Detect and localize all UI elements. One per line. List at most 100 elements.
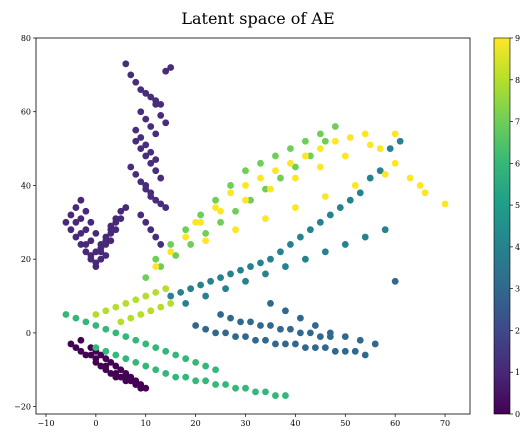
data-point bbox=[316, 218, 324, 226]
data-point bbox=[162, 370, 170, 377]
data-point bbox=[112, 218, 120, 226]
data-point bbox=[152, 255, 160, 263]
x-tick-label: 60 bbox=[390, 419, 400, 428]
data-point bbox=[257, 174, 264, 182]
data-point bbox=[242, 167, 249, 175]
data-point bbox=[112, 329, 120, 337]
data-point bbox=[331, 137, 339, 145]
data-point bbox=[277, 325, 284, 333]
data-point bbox=[197, 211, 205, 219]
data-point bbox=[316, 333, 324, 340]
data-point bbox=[272, 152, 279, 160]
data-point bbox=[82, 248, 90, 256]
data-point bbox=[82, 351, 90, 359]
data-point bbox=[257, 322, 264, 329]
data-point bbox=[242, 384, 249, 392]
data-point bbox=[262, 215, 269, 223]
data-point bbox=[157, 303, 165, 311]
data-point bbox=[237, 266, 244, 274]
data-point bbox=[117, 318, 125, 326]
data-point bbox=[102, 233, 110, 241]
data-point bbox=[227, 182, 234, 189]
data-point bbox=[97, 351, 105, 359]
data-point bbox=[102, 347, 110, 355]
data-point bbox=[142, 340, 150, 348]
x-tick-label: 20 bbox=[191, 419, 201, 428]
data-point bbox=[316, 145, 324, 152]
data-point bbox=[172, 373, 180, 381]
x-tick-label: 0 bbox=[93, 419, 98, 428]
data-point bbox=[341, 347, 349, 355]
data-point bbox=[172, 252, 180, 259]
data-point bbox=[137, 311, 145, 318]
data-point bbox=[127, 373, 135, 381]
data-point bbox=[142, 89, 150, 97]
data-point bbox=[107, 358, 115, 366]
data-point bbox=[202, 362, 210, 370]
data-point bbox=[142, 362, 150, 370]
data-point bbox=[272, 167, 279, 175]
x-tick-label: 10 bbox=[141, 419, 151, 428]
data-point bbox=[117, 373, 125, 381]
data-point bbox=[421, 189, 429, 197]
data-point bbox=[287, 145, 294, 152]
data-point bbox=[157, 241, 165, 248]
data-point bbox=[282, 340, 289, 348]
data-point bbox=[292, 174, 299, 182]
colorbar-gradient bbox=[493, 37, 511, 415]
data-point bbox=[117, 215, 125, 223]
data-point bbox=[311, 344, 319, 352]
x-tick-label: 70 bbox=[440, 419, 450, 428]
y-tick-label: 80 bbox=[21, 34, 31, 43]
colorbar-tick-label: 2 bbox=[515, 326, 520, 335]
data-point bbox=[77, 347, 85, 355]
colorbar-tick-label: 5 bbox=[515, 201, 520, 210]
data-point bbox=[306, 329, 314, 337]
data-point bbox=[222, 285, 229, 293]
data-point bbox=[296, 233, 304, 241]
data-point bbox=[292, 340, 299, 348]
x-tick-label: 50 bbox=[340, 419, 350, 428]
data-point bbox=[117, 207, 125, 215]
x-tick-label: 40 bbox=[290, 419, 300, 428]
data-point bbox=[107, 237, 115, 245]
data-point bbox=[262, 270, 269, 278]
data-point bbox=[252, 336, 259, 344]
y-axis: −20 0 20 40 60 80 bbox=[14, 34, 36, 412]
data-point bbox=[217, 311, 224, 318]
data-point bbox=[157, 200, 165, 208]
data-point bbox=[262, 185, 269, 193]
data-point bbox=[122, 370, 130, 377]
data-point bbox=[192, 322, 200, 329]
data-point bbox=[361, 130, 369, 138]
data-point bbox=[182, 373, 190, 381]
data-point bbox=[242, 333, 249, 340]
data-point bbox=[247, 318, 254, 326]
data-point bbox=[227, 270, 234, 278]
data-point bbox=[301, 344, 309, 352]
data-point bbox=[197, 281, 205, 289]
data-point bbox=[127, 314, 135, 322]
data-point bbox=[137, 108, 145, 116]
data-point bbox=[187, 285, 195, 293]
data-point bbox=[287, 159, 294, 167]
data-point bbox=[157, 174, 165, 182]
x-tick-label: 30 bbox=[240, 419, 250, 428]
data-point bbox=[267, 185, 274, 193]
data-point bbox=[441, 200, 449, 208]
colorbar-tick-label: 4 bbox=[515, 243, 520, 252]
data-point bbox=[67, 340, 75, 348]
data-point bbox=[142, 141, 150, 149]
data-point bbox=[341, 241, 349, 248]
data-point bbox=[87, 218, 95, 226]
data-point bbox=[82, 207, 90, 215]
data-point bbox=[142, 384, 150, 392]
data-point bbox=[137, 381, 145, 388]
data-point bbox=[162, 347, 170, 355]
data-point bbox=[217, 207, 224, 215]
data-point bbox=[72, 344, 80, 352]
data-point bbox=[167, 241, 175, 248]
data-point bbox=[102, 307, 110, 315]
data-point bbox=[112, 370, 120, 377]
data-point bbox=[356, 189, 364, 197]
